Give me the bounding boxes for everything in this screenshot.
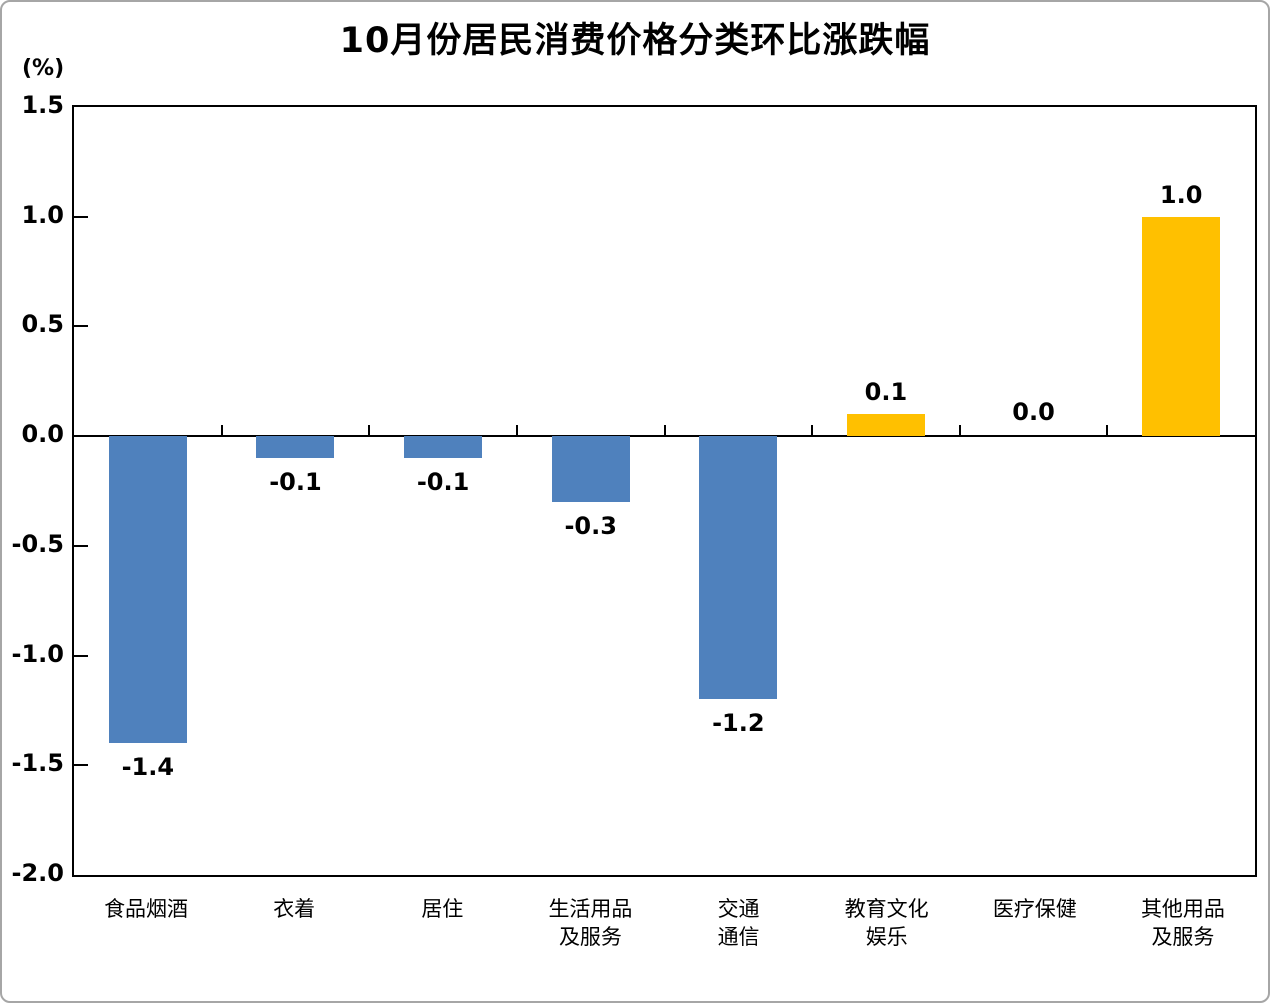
category-label-line: 其他用品 xyxy=(1140,897,1225,921)
value-label: -0.1 xyxy=(269,468,322,497)
category-label: 生活用品 及服务 xyxy=(516,895,664,951)
category-label-line: 医疗保健 xyxy=(992,897,1077,921)
y-tick-mark xyxy=(74,764,88,767)
x-tick-mark xyxy=(515,425,518,437)
category-label: 食品烟酒 xyxy=(72,895,220,951)
value-label: -0.3 xyxy=(564,511,617,540)
category-label: 交通 通信 xyxy=(665,895,813,951)
category-label-line: 娱乐 xyxy=(865,925,908,949)
value-label: 1.0 xyxy=(1159,180,1203,209)
x-tick-mark xyxy=(1106,425,1109,437)
category-label-line: 及服务 xyxy=(558,925,622,949)
category-label-line: 食品烟酒 xyxy=(104,897,189,921)
chart-title: 10月份居民消费价格分类环比涨跌幅 xyxy=(2,12,1268,63)
bar xyxy=(108,436,187,744)
category-label: 衣着 xyxy=(220,895,368,951)
y-tick-label: 0.5 xyxy=(21,310,64,339)
y-tick-mark xyxy=(74,325,88,328)
bar xyxy=(699,436,778,700)
category-label: 医疗保健 xyxy=(961,895,1109,951)
y-tick-mark xyxy=(74,654,88,657)
category-label-line: 居住 xyxy=(421,897,464,921)
bar xyxy=(846,414,925,437)
bar xyxy=(404,436,483,459)
y-tick-label: -2.0 xyxy=(11,859,64,887)
category-label-line: 生活用品 xyxy=(548,897,633,921)
category-label: 其他用品 及服务 xyxy=(1109,895,1257,951)
value-label: -0.1 xyxy=(416,468,470,497)
bar xyxy=(1142,216,1221,437)
value-label: -1.4 xyxy=(121,753,175,782)
x-tick-mark xyxy=(811,425,814,437)
y-tick-label: -1.0 xyxy=(11,639,64,668)
value-label: 0.0 xyxy=(1012,398,1055,427)
category-label: 居住 xyxy=(368,895,516,951)
category-label-line: 衣着 xyxy=(273,897,316,921)
category-label-line: 教育文化 xyxy=(844,897,929,921)
category-label-line: 及服务 xyxy=(1151,925,1215,949)
zero-line xyxy=(74,435,1255,438)
y-tick-label: -0.5 xyxy=(11,529,64,558)
y-axis-unit-label: (%) xyxy=(22,56,65,81)
value-label: -1.2 xyxy=(712,709,765,738)
chart-title-prefix: 10 xyxy=(339,21,391,61)
x-tick-mark xyxy=(663,425,666,437)
x-tick-mark xyxy=(958,425,961,437)
y-tick-label: 1.0 xyxy=(21,200,64,229)
category-label-line: 通信 xyxy=(717,925,760,949)
bar xyxy=(256,436,335,459)
y-tick-mark xyxy=(74,215,88,218)
x-tick-mark xyxy=(220,425,223,437)
category-label-line: 交通 xyxy=(717,897,760,921)
y-tick-label: 0.0 xyxy=(21,420,64,449)
y-tick-mark xyxy=(74,544,88,547)
bar xyxy=(551,436,630,502)
x-axis-category-labels: 食品烟酒 衣着 居住 生活用品 及服务 交通 通信 教育文化 娱乐 医疗保健 其他用品 及服务 xyxy=(72,895,1257,951)
x-tick-mark xyxy=(368,425,371,437)
value-label: 0.1 xyxy=(864,378,908,407)
y-tick-label: 1.5 xyxy=(21,91,64,119)
category-label: 教育文化 娱乐 xyxy=(813,895,961,951)
chart-title-text: 月份居民消费价格分类环比涨跌幅 xyxy=(390,20,931,61)
y-tick-label: -1.5 xyxy=(11,749,64,778)
plot-area: -1.4 -0.1 -0.1 -0.3 -1.2 0.1 0.0 1.0 xyxy=(72,105,1257,877)
